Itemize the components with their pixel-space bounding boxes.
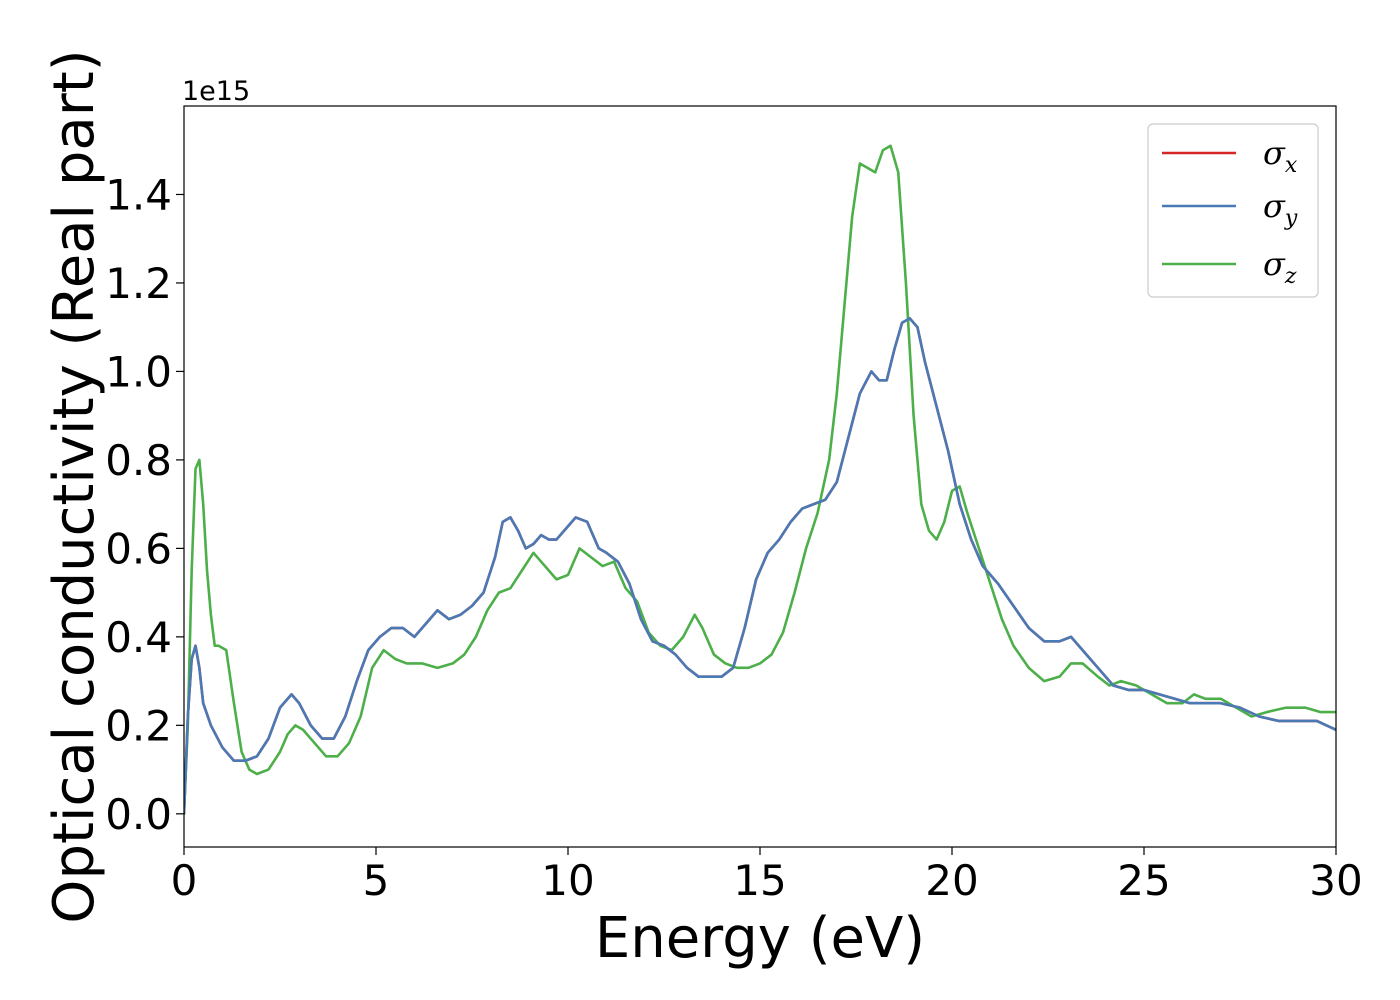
legend-label-y: σy — [1263, 187, 1298, 231]
series-line-z — [184, 144, 1336, 816]
x-tick-label: 15 — [733, 856, 786, 905]
y-tick-label: 0.6 — [105, 524, 172, 573]
x-tick-label: 10 — [541, 856, 594, 905]
legend-label-x: σx — [1263, 134, 1298, 178]
x-axis-title: Energy (eV) — [595, 906, 925, 971]
x-tick-label: 5 — [363, 856, 390, 905]
y-tick-label: 0.2 — [105, 701, 172, 750]
y-tick-label: 1.0 — [105, 347, 172, 396]
legend-box — [1147, 123, 1319, 298]
legend-label-z: σz — [1263, 245, 1297, 289]
y-tick-label: 0.0 — [105, 790, 172, 839]
y-tick-label: 1.2 — [105, 259, 172, 308]
y-tick-label: 1.4 — [105, 170, 172, 219]
x-axis: 0 5 10 15 20 25 30 — [171, 847, 1363, 905]
series-lines — [184, 144, 1336, 816]
x-tick-label: 0 — [171, 856, 198, 905]
x-tick-label: 20 — [925, 856, 978, 905]
y-tick-label: 0.4 — [105, 613, 172, 662]
y-offset-label: 1e15 — [182, 76, 250, 107]
y-tick-label: 0.8 — [105, 436, 172, 485]
series-line-y — [184, 317, 1336, 816]
legend: σx σy σz — [1147, 123, 1319, 298]
x-tick-label: 30 — [1309, 856, 1362, 905]
x-tick-label: 25 — [1117, 856, 1170, 905]
y-axis: 0.0 0.2 0.4 0.6 0.8 1.0 1.2 1.4 — [105, 170, 184, 839]
y-axis-title: Optical conductivity (Real part) — [42, 49, 107, 923]
